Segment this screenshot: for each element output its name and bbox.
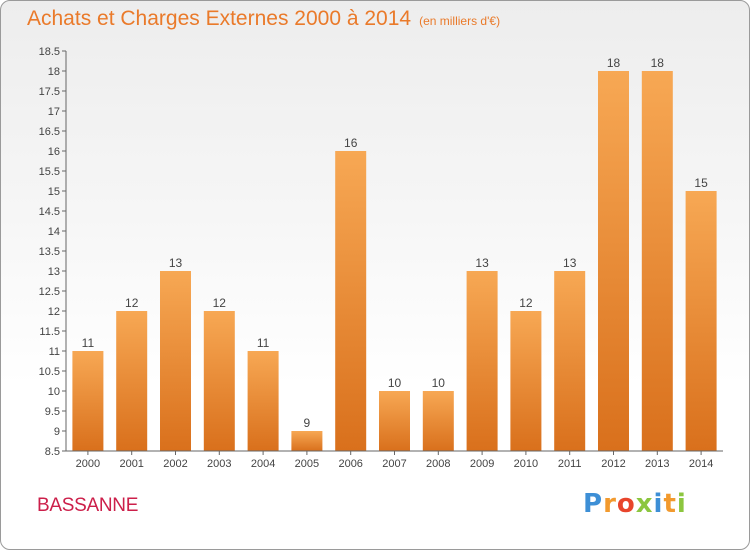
- x-tick-label: 2000: [76, 458, 100, 470]
- y-tick-label: 17.5: [39, 86, 60, 98]
- bar-2014: [685, 191, 717, 451]
- town-name: BASSANNE: [37, 495, 139, 516]
- bar-value-label: 13: [169, 256, 183, 270]
- bar-value-label: 10: [388, 376, 402, 390]
- y-tick-label: 12.5: [39, 286, 60, 298]
- bar-value-label: 11: [82, 336, 95, 350]
- x-tick-label: 2012: [601, 458, 625, 470]
- bar-2001: [116, 311, 148, 451]
- bar-value-label: 13: [475, 256, 489, 270]
- bar-2005: [291, 431, 323, 451]
- bar-2012: [598, 71, 629, 451]
- bar-value-label: 18: [607, 56, 621, 70]
- brand-logo-letter: i: [676, 489, 687, 519]
- bar-2006: [335, 151, 367, 451]
- bar-2004: [247, 351, 279, 451]
- x-tick-label: 2008: [426, 458, 450, 470]
- bar-value-label: 12: [213, 296, 227, 310]
- y-tick-label: 18: [48, 66, 60, 78]
- x-tick-label: 2014: [689, 458, 713, 470]
- y-tick-label: 15.5: [39, 166, 60, 178]
- bar-value-label: 12: [519, 296, 533, 310]
- chart-title-text: Achats et Charges Externes 2000 à 2014: [27, 7, 412, 30]
- y-tick-label: 16: [48, 146, 60, 158]
- brand-logo-letter: i: [653, 489, 664, 519]
- x-tick-label: 2001: [119, 458, 143, 470]
- x-tick-label: 2013: [645, 458, 669, 470]
- bar-2011: [554, 271, 586, 451]
- x-tick-label: 2011: [558, 458, 582, 470]
- chart-unit: (en milliers d'€): [419, 14, 501, 28]
- y-tick-label: 17: [48, 106, 60, 118]
- bar-2013: [641, 71, 673, 451]
- y-tick-label: 18.5: [39, 46, 60, 58]
- y-tick-label: 12: [48, 306, 60, 318]
- bar-2010: [510, 311, 542, 451]
- bar-2009: [466, 271, 498, 451]
- x-tick-label: 2010: [514, 458, 538, 470]
- chart-title: Achats et Charges Externes 2000 à 2014 (e…: [27, 7, 500, 31]
- bar-value-label: 9: [304, 416, 311, 430]
- x-tick-label: 2003: [207, 458, 231, 470]
- bar-value-label: 10: [432, 376, 446, 390]
- x-tick-label: 2006: [338, 458, 362, 470]
- y-tick-label: 14: [48, 226, 60, 238]
- brand-logo-letter: P: [583, 489, 604, 519]
- x-axis: 2000 2001 2002 2003 2004 2005 2006 2007 2008 2009…: [66, 450, 723, 470]
- y-tick-label: 9: [54, 426, 60, 438]
- bar-2000: [72, 351, 104, 451]
- brand-logo-letter: t: [663, 489, 677, 519]
- y-tick-label: 13.5: [39, 246, 60, 258]
- bar-value-label: 12: [125, 296, 139, 310]
- x-tick-label: 2009: [470, 458, 494, 470]
- bar-2002: [160, 271, 191, 451]
- bar-2008: [422, 391, 454, 451]
- y-tick-label: 16.5: [39, 126, 60, 138]
- x-tick-label: 2002: [163, 458, 187, 470]
- brand-logo-letter: o: [616, 489, 636, 519]
- bar-value-label: 11: [257, 336, 270, 350]
- x-tick-label: 2005: [295, 458, 319, 470]
- y-tick-label: 10.5: [39, 366, 60, 378]
- y-tick-label: 11: [49, 346, 60, 358]
- y-axis: 8.5 9 9.5 10 10.5 11 11.5 12 12.5 13 13.5 14 14.5 15 1…: [39, 46, 67, 458]
- brand-logo-letter: x: [635, 489, 654, 519]
- bar-value-label: 15: [694, 176, 708, 190]
- y-tick-label: 13: [48, 266, 60, 278]
- x-tick-label: 2007: [382, 458, 406, 470]
- x-tick-label: 2004: [251, 458, 275, 470]
- y-tick-label: 15: [48, 186, 60, 198]
- bar-2007: [379, 391, 410, 451]
- brand-logo-letter: r: [603, 489, 617, 519]
- brand-logo: Proxiti: [583, 489, 687, 519]
- y-tick-label: 9.5: [45, 406, 60, 418]
- bar-value-label: 16: [344, 136, 358, 150]
- y-tick-label: 8.5: [45, 446, 60, 458]
- y-tick-label: 14.5: [39, 206, 60, 218]
- bar-value-label: 18: [651, 56, 665, 70]
- bar-2003: [203, 311, 235, 451]
- y-tick-label: 10: [48, 386, 60, 398]
- bar-value-label: 13: [563, 256, 577, 270]
- y-tick-label: 11.5: [39, 326, 60, 338]
- bars: 11 12 13 12 11 9 16 10 10 13 12 13 18 18 15: [72, 56, 717, 451]
